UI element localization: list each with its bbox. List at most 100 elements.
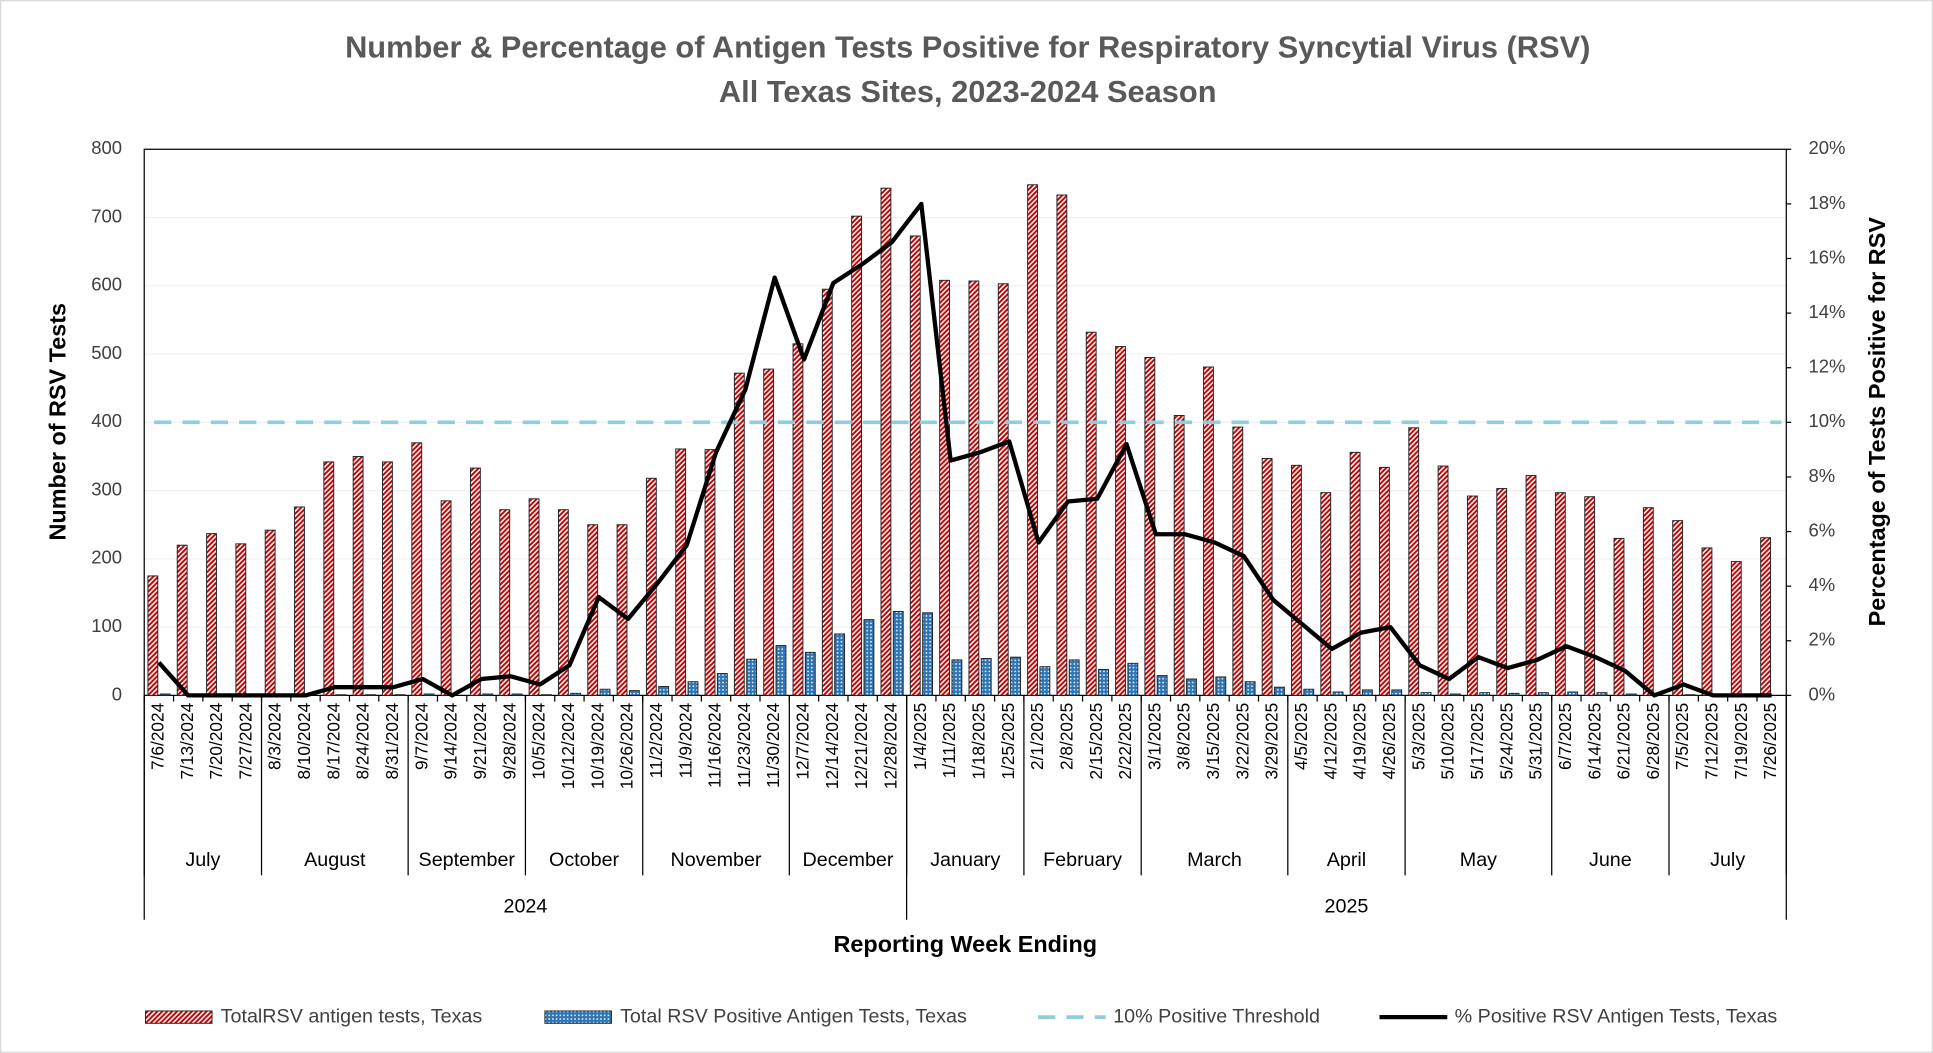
bar — [352, 455, 364, 696]
bar — [939, 279, 950, 696]
bar — [1244, 681, 1256, 696]
x-tick-label: 6/21/2025 — [1614, 703, 1634, 780]
y2-tick-label: 20% — [1808, 137, 1845, 158]
chart-title: Number & Percentage of Antigen Tests Pos… — [345, 30, 1590, 65]
x-tick-label: 12/7/2024 — [793, 702, 813, 779]
bar — [704, 449, 716, 696]
x-tick-label: 5/17/2025 — [1467, 703, 1487, 780]
x-tick-label: 7/6/2024 — [147, 702, 167, 770]
y2-tick-label: 12% — [1808, 356, 1845, 377]
x-tick-label: 3/29/2025 — [1262, 703, 1282, 780]
y-tick-label: 300 — [91, 478, 122, 499]
x-tick-label: 9/28/2024 — [499, 702, 519, 779]
bar — [1320, 492, 1332, 696]
x-tick-label: 8/10/2024 — [294, 702, 314, 779]
x-tick-label: 1/11/2025 — [939, 703, 959, 778]
bar — [1332, 691, 1344, 696]
bar — [394, 694, 406, 696]
bar — [382, 461, 393, 696]
bar — [1613, 537, 1625, 696]
x-tick-label: 3/15/2025 — [1203, 703, 1223, 780]
bar — [1701, 547, 1713, 696]
bar — [687, 681, 699, 696]
bar — [469, 467, 481, 696]
bar — [1010, 656, 1021, 696]
bar — [1274, 686, 1285, 696]
y2-tick-label: 10% — [1808, 410, 1845, 431]
line — [157, 201, 1772, 698]
x-tick-label: 3/1/2025 — [1144, 703, 1164, 770]
bar — [528, 498, 540, 696]
legend-label: 10% Positive Threshold — [1113, 1005, 1320, 1027]
bar — [909, 235, 921, 696]
legend-label: TotalRSV antigen tests, Texas — [221, 1005, 483, 1027]
x-tick-label: 12/28/2024 — [881, 702, 901, 789]
x-tick-label: 7/12/2025 — [1702, 703, 1722, 780]
bar — [1391, 689, 1403, 696]
bar — [1349, 451, 1361, 696]
x-tick-label: 2/8/2025 — [1056, 703, 1076, 770]
x-tick-label: 6/14/2025 — [1584, 703, 1604, 780]
bar — [1261, 458, 1273, 696]
month-label: July — [185, 849, 220, 871]
bar — [1508, 692, 1520, 696]
bar — [763, 368, 775, 696]
year-label: 2024 — [503, 896, 547, 918]
bar — [980, 658, 992, 696]
bar — [1466, 495, 1478, 696]
y-tick-label: 400 — [91, 410, 122, 431]
bar — [863, 619, 875, 696]
x-tick-label: 11/30/2024 — [763, 702, 783, 787]
x-tick-label: 8/3/2024 — [265, 702, 285, 770]
x-tick-label: 10/19/2024 — [587, 702, 607, 789]
bar — [1449, 693, 1461, 696]
bar — [1232, 426, 1244, 696]
year-label: 2025 — [1325, 896, 1369, 918]
x-tick-label: 4/12/2025 — [1320, 703, 1340, 780]
bar — [1642, 507, 1654, 696]
bar — [482, 693, 494, 696]
x-tick-label: 8/31/2024 — [382, 702, 402, 779]
bar — [892, 610, 904, 696]
bar — [1567, 691, 1579, 696]
bar — [775, 645, 787, 696]
bar — [147, 575, 159, 696]
month-label: May — [1460, 849, 1497, 871]
month-label: March — [1187, 849, 1242, 871]
y2-axis-title: Percentage of Tests Positive for RSV — [1864, 217, 1890, 627]
x-tick-label: 5/31/2025 — [1526, 703, 1546, 780]
x-tick-label: 7/19/2025 — [1731, 703, 1751, 780]
bar — [423, 693, 435, 696]
y2-tick-label: 18% — [1808, 192, 1845, 213]
x-tick-label: 4/5/2025 — [1291, 703, 1311, 770]
bar — [792, 343, 804, 696]
bar — [1625, 693, 1637, 696]
x-tick-label: 12/14/2024 — [822, 702, 842, 789]
bar — [264, 529, 276, 696]
month-label: November — [671, 849, 762, 871]
y-tick-label: 200 — [91, 547, 122, 568]
month-label: July — [1710, 849, 1745, 871]
bar — [1584, 496, 1596, 696]
bar — [658, 686, 670, 696]
legend-swatch — [144, 1010, 213, 1024]
bar — [1596, 692, 1608, 696]
x-tick-label: 5/10/2025 — [1438, 703, 1458, 780]
y2-tick-label: 4% — [1808, 574, 1835, 595]
x-tick-label: 11/9/2024 — [675, 702, 695, 778]
y2-tick-label: 0% — [1808, 683, 1835, 704]
bar — [746, 658, 758, 696]
bar — [951, 659, 963, 696]
x-tick-label: 8/24/2024 — [353, 702, 373, 779]
bar — [440, 500, 452, 696]
bar — [1378, 466, 1390, 696]
bar — [411, 442, 423, 696]
bar — [335, 694, 347, 696]
bar — [1068, 659, 1080, 696]
x-tick-label: 7/27/2024 — [235, 702, 255, 779]
bar — [1156, 675, 1168, 696]
bar — [1479, 692, 1491, 696]
legend-label: % Positive RSV Antigen Tests, Texas — [1455, 1005, 1778, 1027]
